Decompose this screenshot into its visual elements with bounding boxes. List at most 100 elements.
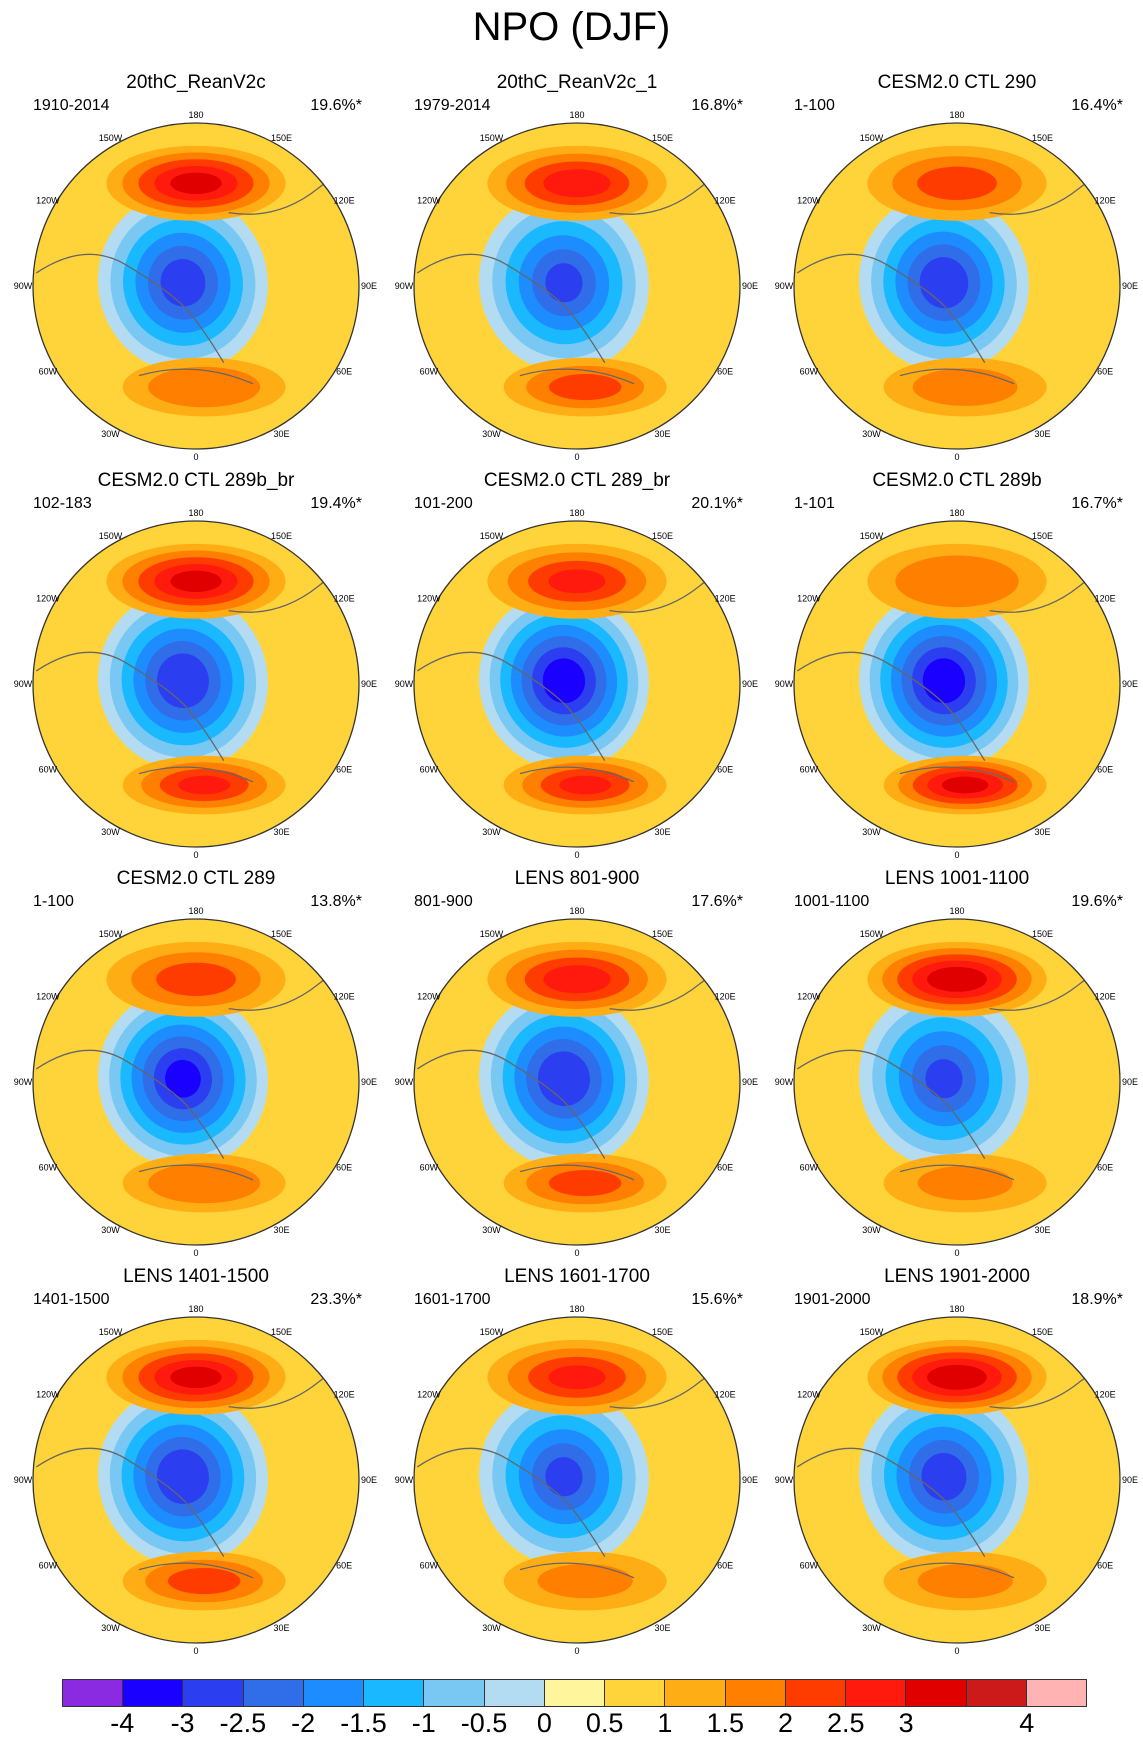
longitude-label: 150W	[99, 531, 123, 541]
atlantic-high-anomaly	[122, 1153, 286, 1213]
period-label: 101-200	[414, 495, 473, 512]
contour-level	[542, 658, 586, 704]
longitude-label: 60E	[336, 765, 352, 775]
panel-title: CESM2.0 CTL 290	[878, 72, 1037, 93]
longitude-label: 90W	[775, 1077, 794, 1087]
longitude-label: 150E	[271, 531, 292, 541]
map-border	[32, 1316, 360, 1644]
longitude-label: 120E	[715, 992, 736, 1002]
colorbar-tick-label: 2.5	[827, 1708, 865, 1738]
longitude-label: 150W	[860, 1327, 884, 1337]
map-panel: 180 150E 120E 90E 60E 30E 0 30W 60W 90W 120W 150W LE…	[395, 868, 758, 1258]
contour-level	[912, 368, 1018, 406]
contour-level	[543, 965, 611, 994]
longitude-label: 60W	[800, 1163, 819, 1173]
longitude-label: 90E	[361, 281, 377, 291]
arctic-low-anomaly	[858, 193, 1029, 373]
pacific-high-anomaly	[487, 543, 667, 619]
longitude-label: 120W	[417, 1390, 441, 1400]
contour-level	[156, 1449, 209, 1505]
longitude-label: 120W	[797, 196, 821, 206]
contour-level	[178, 775, 231, 795]
period-label: 1-100	[794, 97, 835, 114]
longitude-label: 0	[574, 850, 579, 860]
colorbar-tick-label: 4	[1019, 1708, 1035, 1738]
colorbar-segment	[544, 1680, 606, 1706]
map-panel: 180 150E 120E 90E 60E 30E 0 30W 60W 90W 120W 150W CE…	[775, 470, 1138, 860]
longitude-label: 90W	[14, 679, 33, 689]
longitude-label: 150E	[271, 929, 292, 939]
map-border	[413, 1316, 741, 1644]
panel-title: CESM2.0 CTL 289b	[872, 470, 1041, 491]
longitude-label: 150W	[480, 531, 504, 541]
map-border	[32, 520, 360, 848]
longitude-label: 180	[569, 1304, 584, 1314]
contour-level	[170, 570, 222, 593]
panel-title: CESM2.0 CTL 289_br	[484, 470, 671, 491]
variance-label: 23.3%*	[310, 1291, 362, 1308]
longitude-label: 30E	[654, 1225, 670, 1235]
longitude-label: 0	[193, 452, 198, 462]
longitude-label: 180	[949, 508, 964, 518]
longitude-label: 60W	[420, 765, 439, 775]
variance-label: 16.8%*	[691, 97, 743, 114]
longitude-label: 120W	[797, 594, 821, 604]
longitude-label: 30W	[101, 827, 120, 837]
atlantic-high-anomaly	[883, 755, 1047, 815]
contour-level	[917, 1165, 1013, 1201]
longitude-label: 0	[954, 850, 959, 860]
longitude-label: 60W	[39, 367, 58, 377]
colorbar-tick-label: -1	[411, 1708, 436, 1738]
longitude-label: 120E	[1095, 1390, 1116, 1400]
colorbar-segment	[123, 1680, 184, 1706]
arctic-low-anomaly	[97, 989, 268, 1169]
longitude-label: 180	[188, 906, 203, 916]
longitude-label: 60E	[336, 367, 352, 377]
pacific-high-anomaly	[487, 1339, 667, 1415]
pacific-high-anomaly	[867, 1339, 1047, 1415]
variance-label: 18.9%*	[1071, 1291, 1123, 1308]
variance-label: 19.6%*	[1071, 893, 1123, 910]
colorbar-segment	[63, 1680, 124, 1706]
longitude-label: 90E	[1122, 679, 1138, 689]
arctic-low-anomaly	[478, 989, 649, 1169]
variance-label: 16.7%*	[1071, 495, 1123, 512]
longitude-label: 90W	[775, 679, 794, 689]
contour-level	[548, 569, 606, 594]
contour-level	[917, 1563, 1013, 1599]
colorbar-segment	[303, 1680, 365, 1706]
longitude-label: 120W	[36, 594, 60, 604]
longitude-label: 120W	[797, 992, 821, 1002]
longitude-label: 30W	[482, 1623, 501, 1633]
longitude-label: 60W	[39, 1561, 58, 1571]
longitude-label: 30E	[654, 1623, 670, 1633]
longitude-label: 60W	[420, 1163, 439, 1173]
longitude-label: 60E	[1097, 1561, 1113, 1571]
colorbar-segment	[665, 1680, 726, 1706]
longitude-label: 150W	[860, 531, 884, 541]
atlantic-high-anomaly	[883, 1153, 1047, 1213]
longitude-label: 30W	[862, 1623, 881, 1633]
longitude-label: 0	[954, 1646, 959, 1656]
longitude-label: 90E	[742, 1475, 758, 1485]
longitude-label: 30E	[273, 827, 289, 837]
panel-title: CESM2.0 CTL 289	[117, 868, 276, 889]
longitude-label: 120E	[334, 594, 355, 604]
map-panel: 180 150E 120E 90E 60E 30E 0 30W 60W 90W 120W 150W CE…	[14, 470, 377, 860]
arctic-low-anomaly	[97, 591, 268, 771]
longitude-label: 30E	[1034, 1623, 1050, 1633]
longitude-label: 90E	[1122, 1475, 1138, 1485]
contour-level	[156, 962, 236, 996]
panel-title: LENS 1001-1100	[885, 868, 1029, 889]
map-border	[793, 1316, 1121, 1644]
contour-level	[545, 263, 583, 303]
longitude-label: 120W	[417, 992, 441, 1002]
map-panel: 180 150E 120E 90E 60E 30E 0 30W 60W 90W 120W 150W LE…	[775, 1266, 1138, 1656]
colorbar-segment	[605, 1680, 666, 1706]
colorbar-tick-label: -3	[170, 1708, 195, 1738]
contour-level	[543, 169, 611, 198]
colorbar-tick-label: -4	[110, 1708, 135, 1738]
contour-level	[548, 1365, 606, 1390]
colorbar-tick-label: 1.5	[706, 1708, 745, 1738]
longitude-label: 30E	[273, 1623, 289, 1633]
